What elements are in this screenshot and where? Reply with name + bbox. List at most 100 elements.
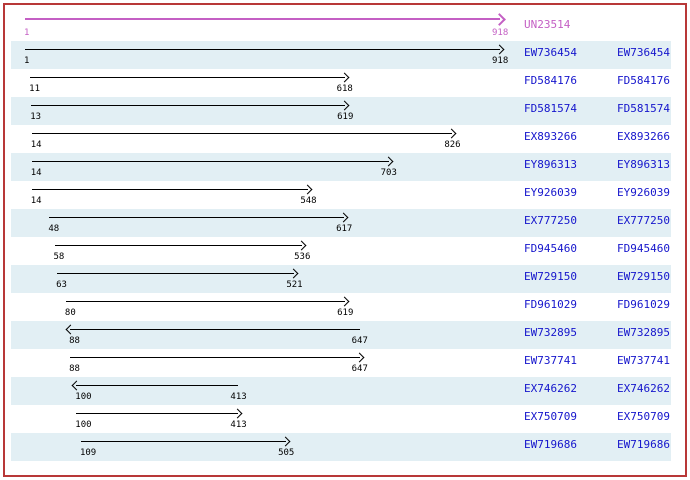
start-coordinate: 14 — [30, 168, 42, 178]
alignment-arrow — [31, 100, 350, 111]
accession-link-primary[interactable]: EW719686 — [524, 438, 577, 451]
consensus-arrow — [25, 13, 506, 26]
accession-link-primary[interactable]: EW737741 — [524, 354, 577, 367]
alignment-row: 58 536 FD945460 FD945460 — [11, 237, 671, 265]
accession-link-primary[interactable]: EX746262 — [524, 382, 577, 395]
accession-link-primary[interactable]: FD584176 — [524, 74, 577, 87]
accession-link-secondary[interactable]: EY926039 — [617, 186, 670, 199]
end-coordinate: 619 — [337, 308, 354, 318]
alignment-arrow — [71, 380, 239, 391]
alignment-row: 14 548 EY926039 EY926039 — [11, 181, 671, 209]
accession-link-primary[interactable]: FD945460 — [524, 242, 577, 255]
alignment-row: 80 619 FD961029 FD961029 — [11, 293, 671, 321]
start-coordinate: 1 — [24, 56, 30, 66]
alignment-arrow — [31, 184, 313, 195]
accession-link-primary[interactable]: EX750709 — [524, 410, 577, 423]
accession-link-secondary[interactable]: EX893266 — [617, 130, 670, 143]
end-coordinate: 548 — [300, 196, 317, 206]
accession-link-secondary[interactable]: EX746262 — [617, 382, 670, 395]
accession-link-primary[interactable]: FD961029 — [524, 298, 577, 311]
accession-link-primary[interactable]: EW732895 — [524, 326, 577, 339]
arrow-head-icon — [302, 184, 313, 195]
start-coordinate: 80 — [64, 308, 76, 318]
arrow-head-icon — [71, 380, 82, 391]
start-coordinate: 11 — [29, 84, 41, 94]
arrow-head-icon — [446, 128, 457, 139]
start-coordinate: 109 — [79, 448, 97, 458]
accession-link-primary[interactable]: EY926039 — [524, 186, 577, 199]
end-coordinate: 413 — [230, 392, 247, 402]
arrow-head-icon — [383, 156, 394, 167]
alignment-arrow — [30, 72, 350, 83]
alignment-row-list: 1 918 EW736454 EW736454 11 618 FD584176 … — [11, 41, 671, 461]
arrow-head-icon — [354, 352, 365, 363]
accession-link-primary[interactable]: EX777250 — [524, 214, 577, 227]
consensus-id-link[interactable]: UN23514 — [524, 18, 571, 31]
arrow-head-icon — [339, 100, 350, 111]
alignment-row: 109 505 EW719686 EW719686 — [11, 433, 671, 461]
accession-link-primary[interactable]: EW736454 — [524, 46, 577, 59]
end-coordinate: 521 — [286, 280, 303, 290]
alignment-arrow — [31, 128, 457, 139]
start-coordinate: 63 — [56, 280, 67, 290]
alignment-arrow — [49, 212, 349, 223]
arrow-head-icon — [494, 44, 505, 55]
accession-link-primary[interactable]: EY896313 — [524, 158, 577, 171]
end-coordinate: 826 — [444, 140, 461, 150]
end-coordinate: 918 — [492, 56, 509, 66]
end-coordinate: 647 — [351, 336, 368, 346]
alignment-row: 88 647 EW737741 EW737741 — [11, 349, 671, 377]
accession-link-secondary[interactable]: EX777250 — [617, 214, 670, 227]
accession-link-secondary[interactable]: EW732895 — [617, 326, 670, 339]
arrow-head-icon — [288, 268, 299, 279]
accession-link-secondary[interactable]: FD945460 — [617, 242, 670, 255]
accession-link-secondary[interactable]: EW736454 — [617, 46, 670, 59]
start-coordinate: 88 — [69, 364, 80, 374]
accession-link-secondary[interactable]: EY896313 — [617, 158, 670, 171]
arrow-head-icon — [339, 296, 350, 307]
alignment-arrow — [31, 156, 394, 167]
accession-link-primary[interactable]: EX893266 — [524, 130, 577, 143]
alignment-arrow — [80, 436, 291, 447]
alignment-row: 63 521 EW729150 EW729150 — [11, 265, 671, 293]
start-coordinate: 88 — [69, 336, 80, 346]
alignment-row: 88 647 EW732895 EW732895 — [11, 321, 671, 349]
end-coordinate: 413 — [230, 420, 247, 430]
accession-link-primary[interactable]: EW729150 — [524, 270, 577, 283]
accession-link-secondary[interactable]: EX750709 — [617, 410, 670, 423]
alignment-row: 14 703 EY896313 EY896313 — [11, 153, 671, 181]
arrow-head-icon — [280, 436, 291, 447]
start-coordinate: 48 — [48, 224, 60, 234]
end-coordinate: 647 — [351, 364, 368, 374]
start-coordinate: 14 — [30, 140, 42, 150]
start-coordinate: 13 — [30, 112, 42, 122]
end-coordinate: 505 — [278, 448, 295, 458]
accession-link-secondary[interactable]: EW737741 — [617, 354, 670, 367]
alignment-viewer: 1 918 UN23514 1 918 EW736454 EW736454 11… — [11, 13, 671, 461]
alignment-viewer-frame: 1 918 UN23514 1 918 EW736454 EW736454 11… — [3, 3, 687, 477]
consensus-row: 1 918 UN23514 — [11, 13, 671, 41]
alignment-row: 1 918 EW736454 EW736454 — [11, 41, 671, 69]
accession-link-secondary[interactable]: FD581574 — [617, 102, 670, 115]
alignment-arrow — [25, 44, 505, 55]
accession-link-secondary[interactable]: FD961029 — [617, 298, 670, 311]
consensus-start-coordinate: 1 — [24, 28, 30, 38]
start-coordinate: 14 — [30, 196, 42, 206]
arrow-head-icon — [338, 212, 349, 223]
end-coordinate: 619 — [337, 112, 354, 122]
accession-link-secondary[interactable]: FD584176 — [617, 74, 670, 87]
alignment-arrow — [65, 296, 350, 307]
end-coordinate: 617 — [336, 224, 353, 234]
accession-link-secondary[interactable]: EW729150 — [617, 270, 670, 283]
alignment-arrow — [54, 240, 307, 251]
alignment-arrow — [65, 324, 360, 335]
arrow-head-icon — [493, 13, 506, 26]
alignment-arrow — [70, 352, 365, 363]
accession-link-primary[interactable]: FD581574 — [524, 102, 577, 115]
alignment-arrow — [57, 268, 299, 279]
start-coordinate: 58 — [53, 252, 65, 262]
start-coordinate: 100 — [75, 392, 92, 402]
accession-link-secondary[interactable]: EW719686 — [617, 438, 670, 451]
arrow-head-icon — [339, 72, 350, 83]
arrow-head-icon — [296, 240, 307, 251]
